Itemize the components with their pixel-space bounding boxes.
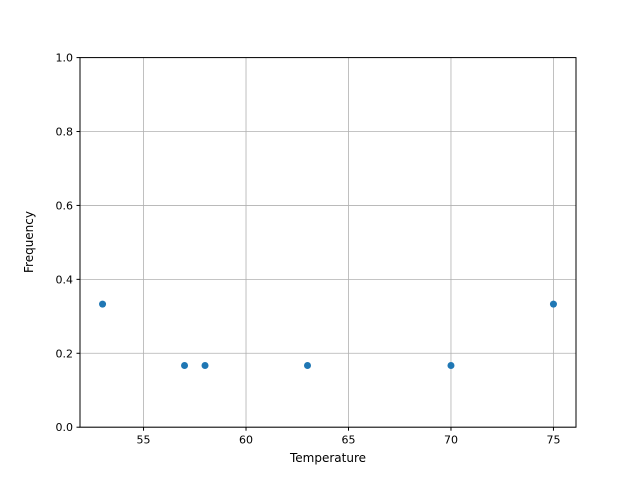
y-tick-label: 0.0 — [56, 421, 74, 434]
y-tick-label: 0.6 — [56, 199, 74, 212]
data-point — [549, 300, 557, 308]
y-tick-label: 1.0 — [56, 52, 74, 65]
data-point — [99, 300, 107, 308]
x-tick-label: 65 — [341, 434, 355, 447]
x-axis-label: Temperature — [289, 451, 366, 465]
y-tick-label: 0.8 — [56, 126, 74, 139]
data-point — [181, 361, 189, 369]
data-point — [201, 361, 209, 369]
x-tick-label: 60 — [239, 434, 253, 447]
y-axis-label: Frequency — [22, 211, 36, 273]
y-tick-label: 0.4 — [56, 273, 74, 286]
x-tick-label: 55 — [137, 434, 151, 447]
x-tick-label: 70 — [444, 434, 458, 447]
y-tick-label: 0.2 — [56, 347, 74, 360]
plot-border — [79, 57, 577, 428]
x-tick-label: 75 — [546, 434, 560, 447]
data-point — [447, 361, 455, 369]
data-point — [304, 361, 312, 369]
plot-area — [80, 57, 576, 428]
